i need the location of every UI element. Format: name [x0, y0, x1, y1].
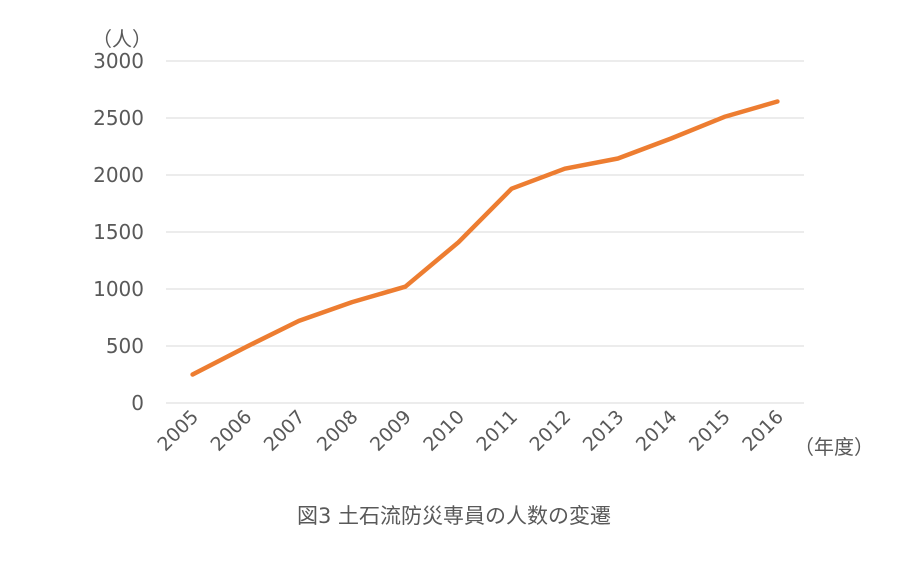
x-tick-label: 2010 [419, 406, 469, 456]
x-tick-label: 2009 [366, 406, 416, 456]
y-tick-label: 2500 [93, 106, 144, 130]
y-tick-label: 1500 [93, 220, 144, 244]
y-axis-ticks: 0 500 1000 1500 2000 2500 3000 [93, 49, 144, 415]
y-tick-label: 1000 [93, 277, 144, 301]
x-tick-label: 2008 [313, 406, 363, 456]
x-tick-label: 2015 [685, 406, 735, 456]
y-tick-label: 500 [106, 334, 144, 358]
gridlines [166, 60, 804, 404]
x-tick-label: 2016 [738, 406, 788, 456]
series-line [190, 99, 780, 377]
x-axis-ticks: 2005 2006 2007 2008 2009 2010 2011 2012 2013 2014… [153, 406, 788, 456]
x-tick-label: 2011 [472, 406, 522, 456]
y-tick-label: 2000 [93, 163, 144, 187]
x-tick-label: 2006 [207, 406, 257, 456]
y-tick-label: 3000 [93, 49, 144, 73]
x-tick-label: 2005 [153, 406, 203, 456]
y-tick-label: 0 [131, 391, 144, 415]
x-tick-label: 2007 [260, 406, 310, 456]
chart-caption: 図3 土石流防災専員の人数の変遷 [296, 504, 612, 528]
series [190, 99, 780, 377]
x-tick-label: 2014 [632, 406, 682, 456]
x-axis-unit-label: （年度） [794, 435, 874, 459]
y-axis-unit-label: （人） [92, 27, 152, 51]
x-tick-label: 2012 [526, 406, 576, 456]
x-tick-label: 2013 [579, 406, 629, 456]
